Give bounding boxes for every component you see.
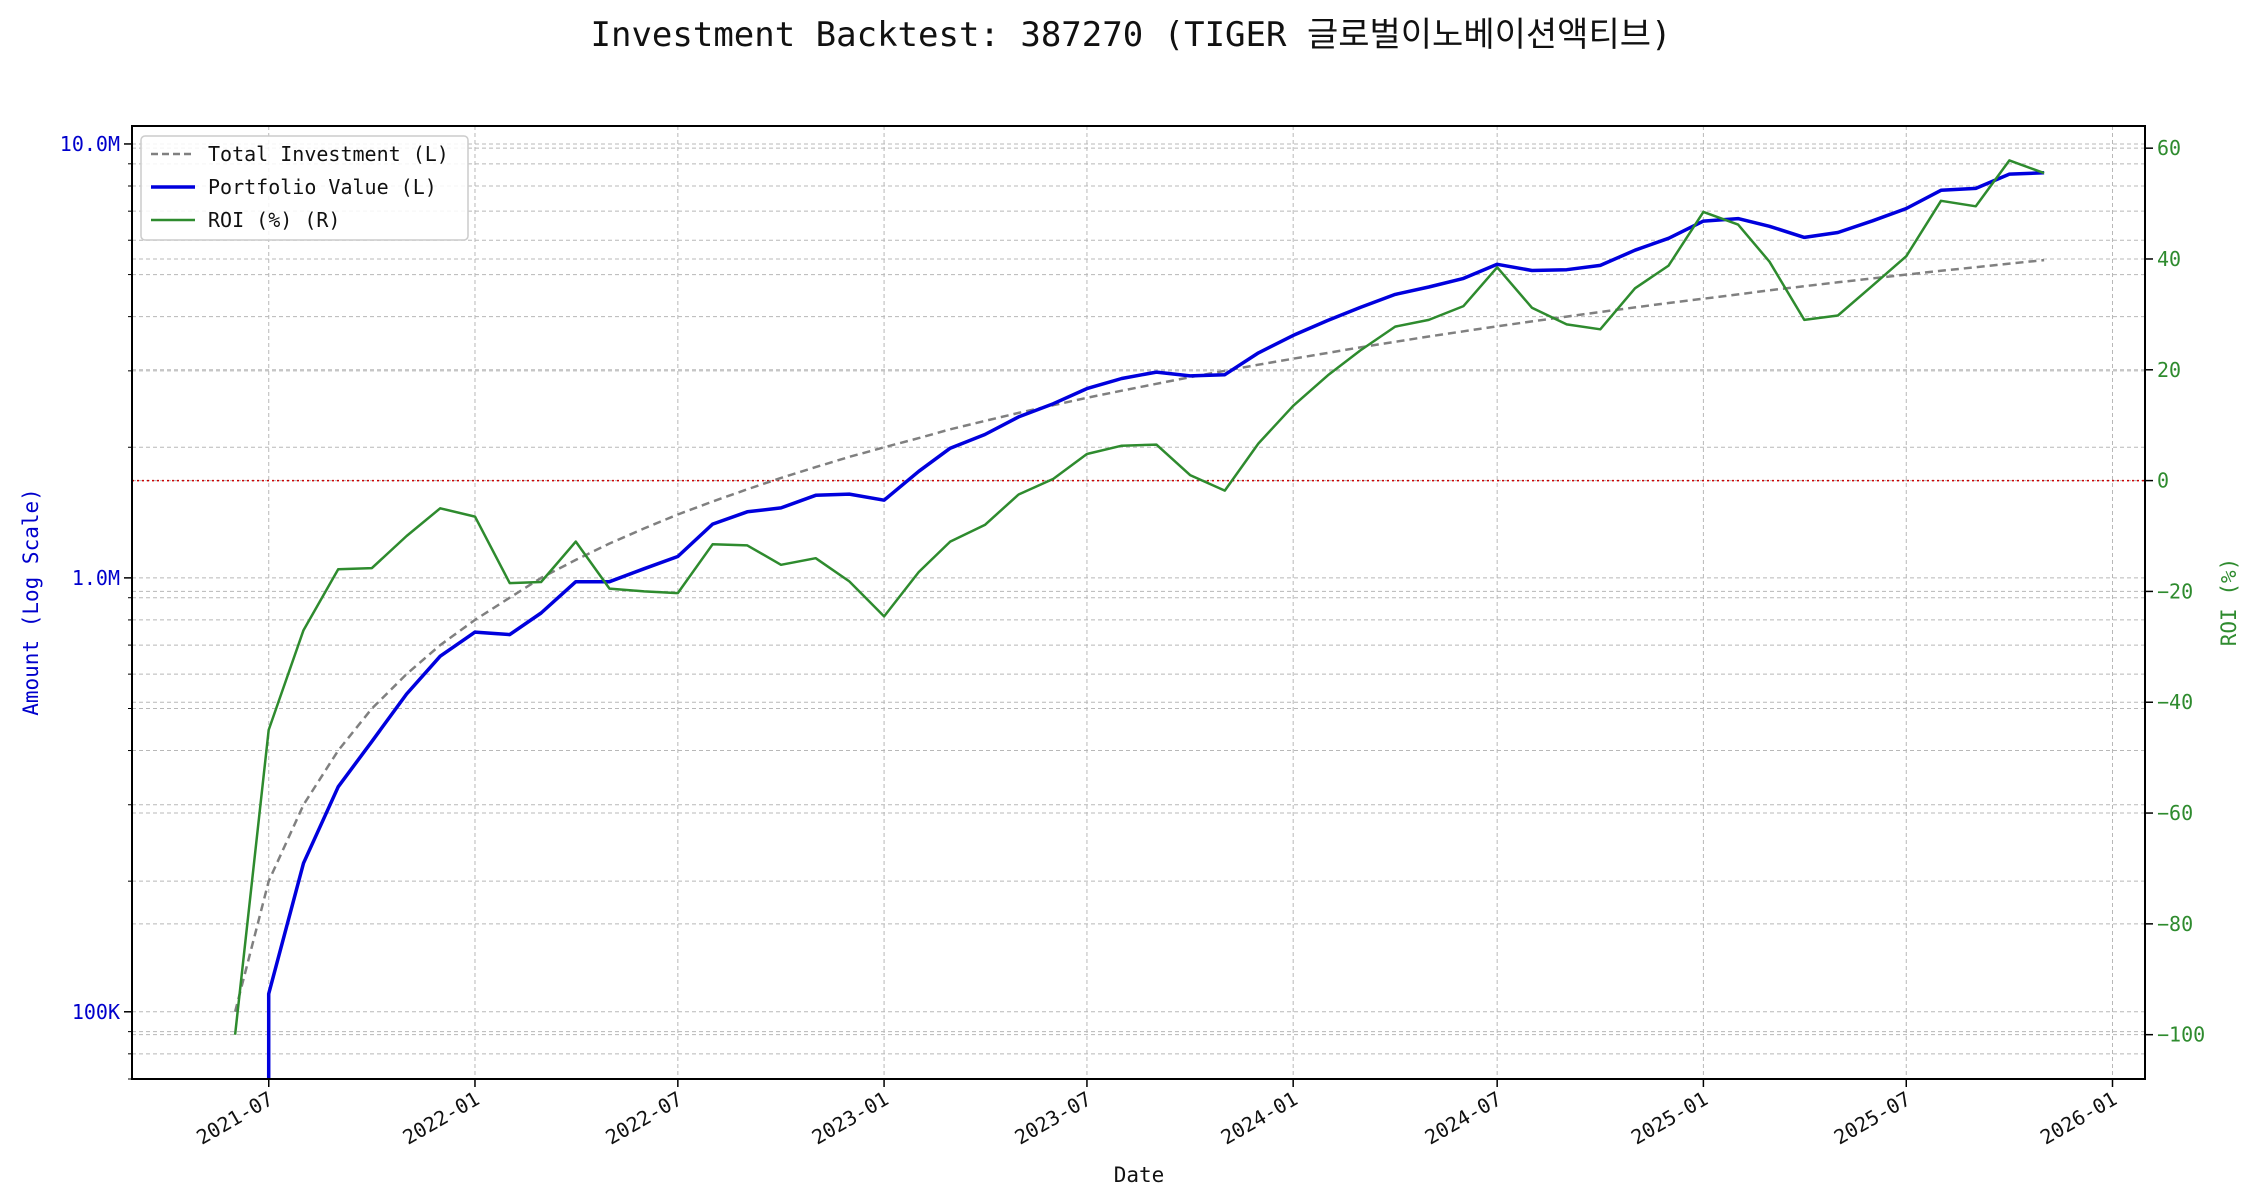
left-tick-label: 10.0M: [60, 132, 120, 156]
plot-frame: [131, 125, 2146, 1080]
grid: [132, 126, 2145, 1080]
x-tick-label: 2026-01: [2036, 1087, 2121, 1150]
portfolio-value-line: [266, 171, 2045, 1079]
roi-line: [233, 159, 2045, 1035]
legend-label-roi: ROI (%) (R): [208, 208, 340, 232]
left-tick-label: 1.0M: [72, 566, 120, 590]
series-lines: [233, 159, 2045, 1079]
x-tick-label: 2025-01: [1627, 1087, 1712, 1150]
x-tick-label: 2022-01: [398, 1087, 483, 1150]
right-tick-label: −60: [2157, 801, 2193, 825]
legend: Total Investment (L) Portfolio Value (L)…: [140, 135, 469, 241]
right-tick-label: 20: [2157, 358, 2181, 382]
right-tick-label: 60: [2157, 136, 2181, 160]
x-tick-label: 2021-07: [192, 1087, 277, 1150]
x-tick-label: 2022-07: [601, 1087, 686, 1150]
legend-label-portfolio-value: Portfolio Value (L): [208, 175, 437, 199]
chart-title: Investment Backtest: 387270 (TIGER 글로벌이노…: [591, 15, 1672, 55]
right-tick-label: −40: [2157, 690, 2193, 714]
x-tick-label: 2023-01: [808, 1087, 893, 1150]
legend-box: [140, 135, 469, 241]
right-tick-label: 0: [2157, 469, 2169, 493]
legend-label-total-investment: Total Investment (L): [208, 142, 449, 166]
left-y-axis: 100K 1.0M 10.0M: [60, 132, 132, 1080]
x-axis-label: Date: [1114, 1163, 1165, 1187]
x-tick-label: 2025-07: [1830, 1087, 1915, 1150]
right-tick-label: −80: [2157, 912, 2193, 936]
right-y-axis: −100 −80 −60 −40 −20 0 20 40 60: [2145, 136, 2205, 1047]
x-tick-label: 2024-01: [1217, 1087, 1302, 1150]
right-tick-label: −20: [2157, 579, 2193, 603]
right-tick-label: 40: [2157, 247, 2181, 271]
x-tick-label: 2023-07: [1010, 1087, 1095, 1150]
left-tick-label: 100K: [72, 1000, 120, 1024]
right-tick-label: −100: [2157, 1023, 2205, 1047]
left-y-axis-label: Amount (Log Scale): [19, 488, 43, 716]
x-tick-label: 2024-07: [1421, 1087, 1506, 1150]
x-axis: 2021-07 2022-01 2022-07 2023-01 2023-07 2024-…: [192, 1079, 2121, 1149]
right-y-axis-label: ROI (%): [2217, 558, 2241, 647]
